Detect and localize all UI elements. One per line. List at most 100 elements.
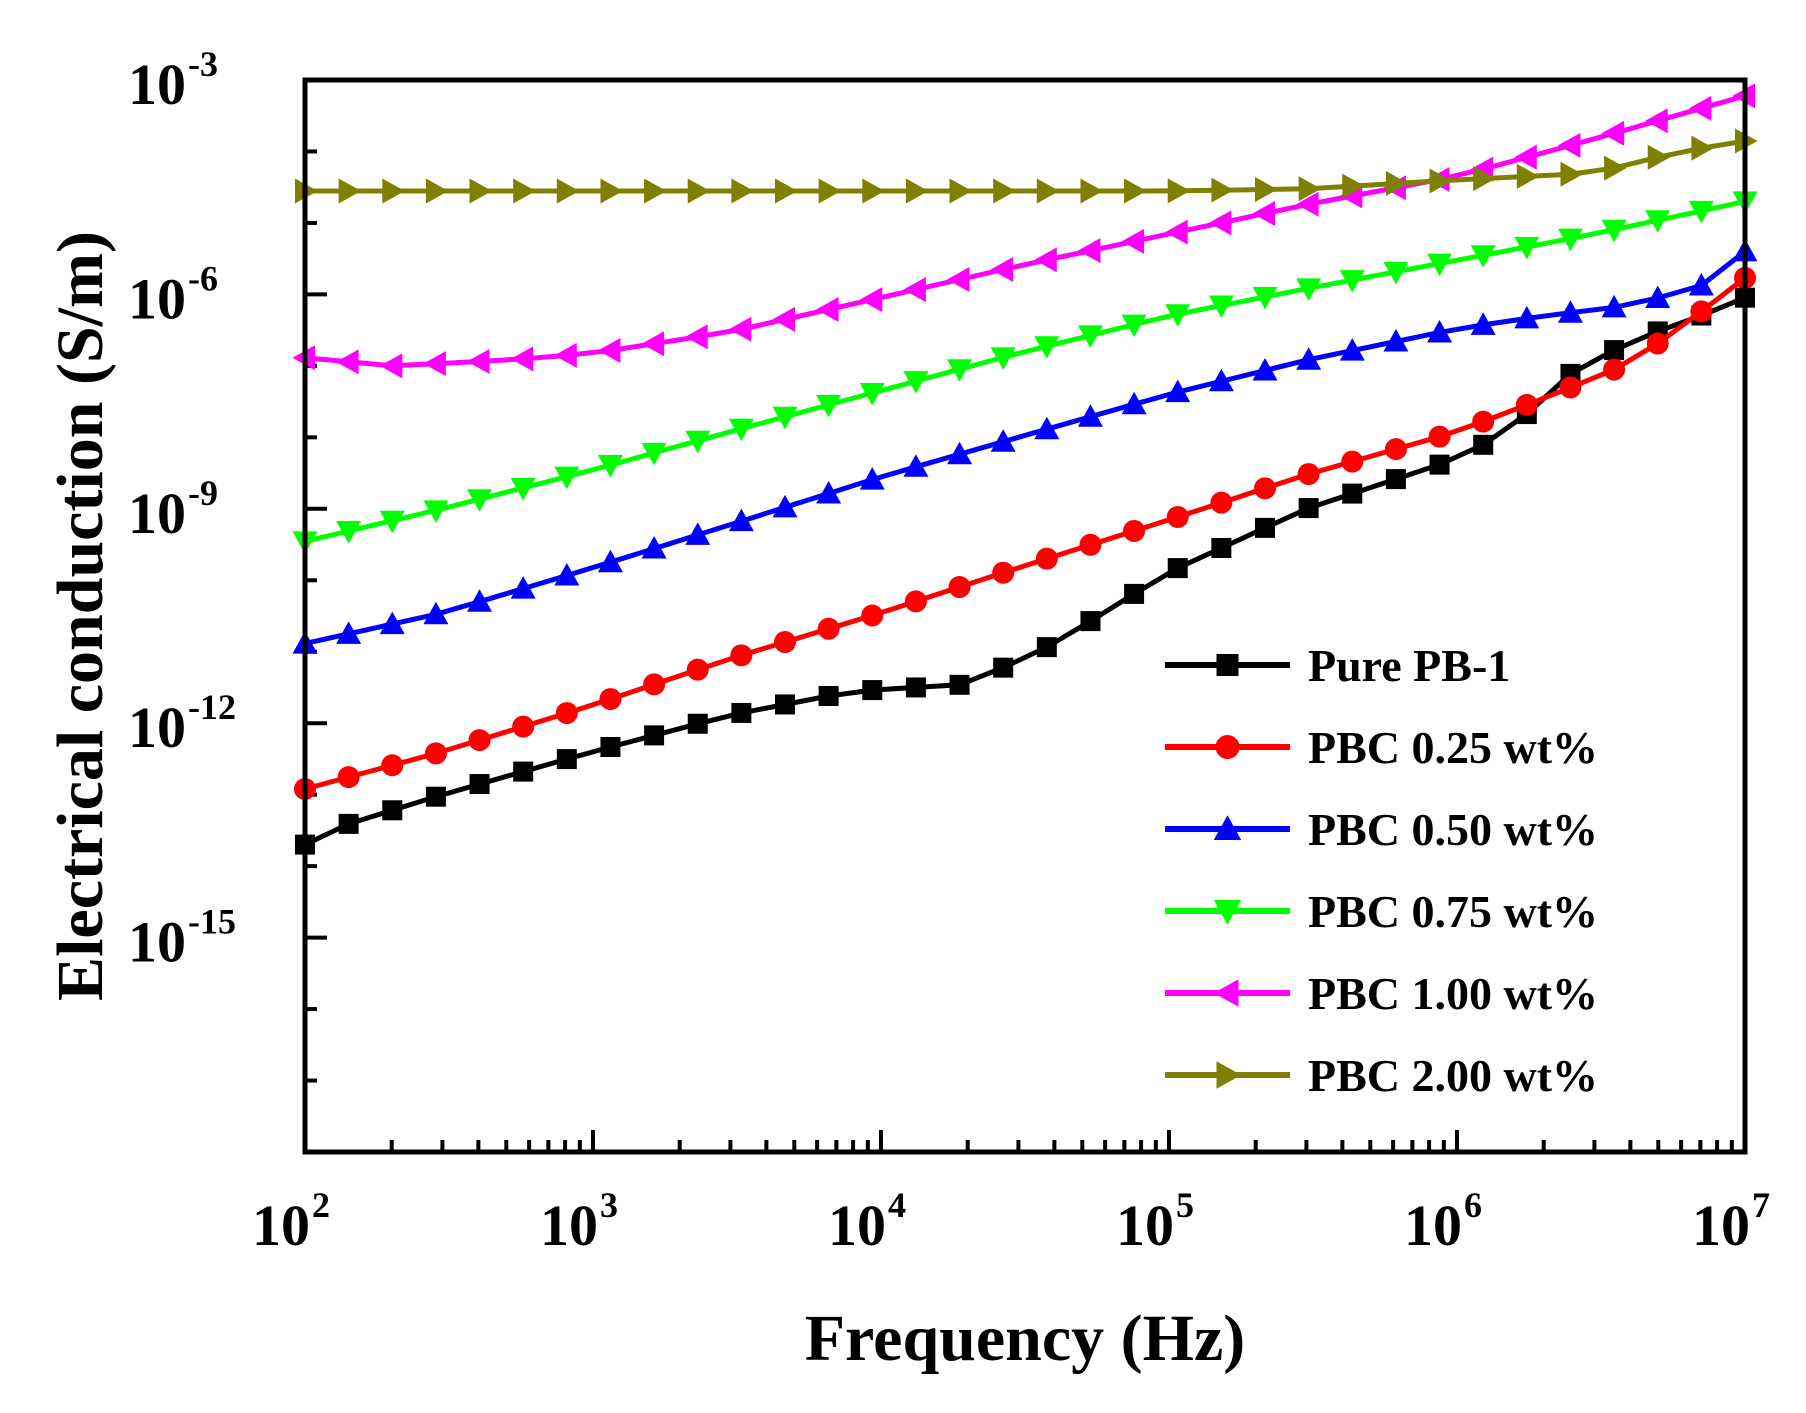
series-line	[304, 198, 1746, 544]
data-point	[467, 489, 493, 512]
data-point	[1211, 177, 1234, 203]
data-point	[1688, 95, 1712, 121]
data-point	[425, 178, 449, 204]
data-point	[1080, 611, 1101, 632]
data-point	[1557, 300, 1583, 323]
data-point	[1557, 132, 1581, 158]
x-axis-title: Frequency (Hz)	[805, 1302, 1246, 1375]
plot-frame	[302, 77, 1748, 1155]
data-point	[1034, 336, 1060, 359]
data-point	[1515, 393, 1538, 416]
data-point	[1646, 332, 1669, 355]
data-point	[1470, 245, 1496, 268]
data-point	[1645, 285, 1671, 308]
series-line	[303, 295, 1746, 847]
data-point	[1252, 286, 1278, 310]
data-point	[336, 621, 362, 644]
data-point	[338, 813, 359, 834]
data-point	[1428, 425, 1451, 448]
legend-entry: PBC 0.50 wt%	[1165, 804, 1598, 855]
series-2	[292, 238, 1758, 654]
data-point	[1034, 247, 1057, 273]
data-point	[1296, 191, 1319, 217]
data-point	[817, 617, 840, 640]
data-point	[1427, 319, 1453, 343]
data-point	[469, 774, 490, 795]
legend-label: PBC 2.00 wt%	[1308, 1050, 1598, 1101]
data-point	[1166, 506, 1189, 529]
x-tick-label: 106	[1404, 1185, 1482, 1258]
data-point	[467, 589, 493, 612]
data-point	[1690, 300, 1713, 323]
frame-layer	[302, 77, 1748, 1155]
data-point	[1429, 454, 1450, 475]
legend-label: PBC 0.25 wt%	[1308, 722, 1598, 773]
legend-marker	[1213, 979, 1239, 1007]
data-point	[862, 680, 883, 701]
data-point	[993, 178, 1016, 204]
series-layer	[292, 83, 1758, 855]
data-point	[468, 729, 491, 752]
data-point	[1341, 450, 1364, 473]
data-point	[1210, 491, 1233, 514]
series-1	[294, 266, 1756, 801]
data-point	[947, 267, 970, 293]
y-tick-label: 10-3	[128, 44, 218, 117]
series-line	[304, 249, 1747, 647]
x-tick-label: 105	[1116, 1185, 1194, 1258]
data-point	[992, 561, 1015, 584]
data-point	[554, 342, 577, 368]
data-point	[513, 178, 536, 204]
legend-marker	[1213, 815, 1242, 840]
data-point	[1514, 236, 1540, 260]
data-point	[381, 754, 404, 777]
data-point	[1557, 228, 1583, 252]
data-point	[862, 178, 885, 204]
data-point	[686, 658, 709, 681]
data-point	[1255, 517, 1275, 538]
data-point	[1601, 294, 1627, 318]
data-point	[600, 736, 621, 757]
data-point	[1123, 519, 1146, 542]
series-line	[305, 138, 1746, 194]
y-tick-label: 10-15	[128, 902, 236, 975]
data-point	[1208, 368, 1234, 392]
legend-marker	[1213, 900, 1242, 925]
data-point	[730, 644, 753, 667]
data-point	[818, 178, 842, 204]
data-point	[1255, 176, 1278, 202]
data-point	[379, 353, 403, 379]
data-point	[861, 604, 884, 627]
data-point	[1514, 144, 1537, 170]
legend-entry: PBC 0.25 wt%	[1165, 722, 1598, 773]
data-point	[1601, 120, 1625, 146]
data-point	[1601, 219, 1627, 243]
data-point	[1167, 558, 1188, 579]
data-point	[641, 442, 667, 466]
data-point	[1688, 200, 1714, 224]
data-point	[1121, 314, 1147, 338]
series-3	[292, 191, 1758, 554]
data-point	[947, 359, 973, 382]
data-point	[336, 521, 362, 544]
data-point	[1516, 163, 1540, 189]
data-point	[556, 749, 577, 770]
data-point	[1080, 178, 1103, 204]
series-line	[304, 93, 1746, 369]
data-point	[816, 297, 839, 323]
data-point	[1121, 228, 1145, 254]
data-point	[513, 761, 534, 782]
legend-entry: PBC 1.00 wt%	[1165, 968, 1598, 1019]
data-point	[597, 338, 621, 364]
series-line	[304, 275, 1747, 792]
data-point	[1252, 357, 1278, 381]
data-point	[382, 800, 403, 821]
data-point	[687, 178, 711, 204]
data-point	[1604, 340, 1625, 361]
data-point	[903, 277, 926, 303]
x-tick-label: 104	[828, 1185, 906, 1258]
data-point	[775, 694, 795, 715]
data-point	[379, 510, 405, 534]
data-point	[687, 713, 708, 734]
